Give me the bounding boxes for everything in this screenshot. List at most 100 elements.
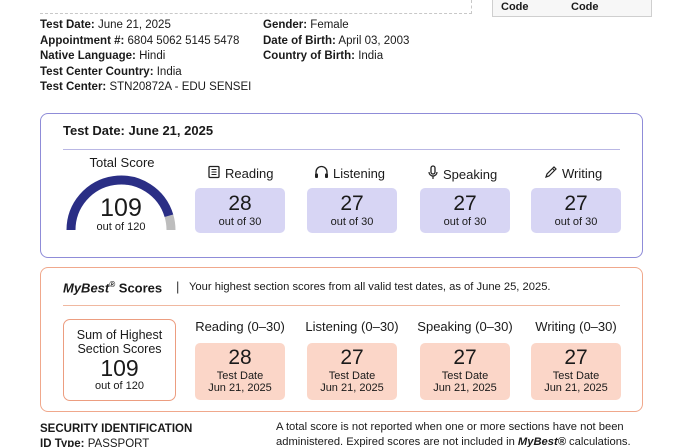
best-score: 27 [340,346,364,369]
headphones-icon [314,165,329,182]
best-head-speaking: Speaking (0–30) [417,319,513,334]
mybest-brand: MyBest [63,280,110,296]
score-box-speaking: 27 out of 30 [420,188,510,233]
info-value: June 21, 2025 [97,19,171,31]
divider [63,305,620,306]
section-label: Writing [562,166,603,181]
section-head-speaking: Speaking [427,165,497,183]
test-date-label: Test Date [441,370,489,382]
score-out-of: out of 30 [330,216,374,228]
info-row-appointment: Appointment #: 6804 5062 5145 5478 [40,34,251,50]
best-box-listening: 27 Test Date Jun 21, 2025 [307,343,397,400]
best-box-reading: 28 Test Date Jun 21, 2025 [195,343,285,400]
info-value: Hindi [139,50,166,63]
best-head-listening: Listening (0–30) [305,319,399,334]
total-score-label: Total Score [89,155,155,170]
mybest-title-rest: Scores [115,280,163,296]
best-head-writing: Writing (0–30) [535,319,617,334]
info-label: Test Center: [40,81,107,94]
info-row-test-center: Test Center: STN20872A - EDU SENSEI [40,80,251,96]
book-icon [207,165,221,182]
info-row-date-of-birth: Date of Birth: April 03, 2003 [263,34,409,50]
info-label: Country of Birth: [263,50,355,63]
title-separator: | [176,279,180,294]
sum-total-value: 109 [100,355,139,381]
best-box-speaking: 27 Test Date Jun 21, 2025 [420,343,510,400]
info-label: Test Center Country: [40,65,154,78]
divider [63,149,620,150]
sum-label-line-2: Section Scores [77,342,162,356]
test-date-value: Jun 21, 2025 [433,382,497,394]
footnote-brand: MyBest® [517,436,566,447]
footnote-text-2: calculations. [565,436,631,447]
score-box-writing: 27 out of 30 [531,188,621,233]
test-date-label: Test Date [552,370,600,382]
code-label-left: Code [501,1,529,13]
info-row-test-date: Test Date: June 21, 2025 [40,18,251,34]
gauge-fill [66,175,174,231]
test-date-label: Test Date [328,370,376,382]
score-out-of: out of 30 [554,216,598,228]
test-scores-panel: Test Date: June 21, 2025 Total Score 109… [40,113,643,258]
section-head-writing: Writing [544,165,602,182]
registered-mark: ® [109,280,116,289]
code-header: Code Code [492,0,652,17]
mybest-panel: MyBest® Scores | Your highest section sc… [40,267,643,412]
score-value: 27 [340,192,364,215]
section-label: Speaking [443,166,498,182]
info-row-test-center-country: Test Center Country: India [40,65,251,81]
total-score-gauge [66,175,176,231]
info-value: 6804 5062 5145 5478 [127,34,240,47]
test-date-label: Test Date [216,370,264,382]
section-head-listening: Listening [314,165,385,182]
test-date-value: Jun 21, 2025 [544,382,608,394]
best-score: 27 [453,346,477,369]
security-heading: SECURITY IDENTIFICATION [40,423,193,435]
code-label-right: Code [571,1,599,13]
info-label: Native Language: [40,50,136,63]
id-type-value: PASSPORT [87,438,150,447]
candidate-info-left: Test Date: June 21, 2025 Appointment #: … [40,18,251,96]
score-box-reading: 28 out of 30 [195,188,285,233]
info-label: Test Date: [40,19,95,31]
best-head-reading: Reading (0–30) [195,319,285,334]
score-out-of: out of 30 [218,216,262,228]
footnote-text-1: A total score is not reported when one o… [276,421,624,447]
section-head-reading: Reading [207,165,273,182]
sum-highest-box: Sum of Highest Section Scores 109 out of… [63,319,176,401]
score-out-of: out of 30 [443,216,487,228]
microphone-icon [427,165,439,183]
total-score-value: 109 [100,194,142,222]
info-label: Gender: [263,19,308,31]
id-type-label: ID Type: [40,438,85,447]
mybest-title: MyBest® Scores [63,280,162,295]
info-value: April 03, 2003 [338,34,410,47]
mybest-description: Your highest section scores from all val… [189,281,551,293]
best-box-writing: 27 Test Date Jun 21, 2025 [531,343,621,400]
best-score: 27 [564,346,588,369]
score-value: 27 [453,192,477,215]
info-value: India [358,50,384,63]
security-identification: SECURITY IDENTIFICATION ID Type: PASSPOR… [40,422,192,447]
candidate-info-right: Gender: Female Date of Birth: April 03, … [263,18,409,65]
test-scores-title: Test Date: June 21, 2025 [63,123,214,138]
info-label: Date of Birth: [263,34,336,47]
id-type-row: ID Type: PASSPORT [40,437,192,447]
info-row-gender: Gender: Female [263,18,409,34]
info-value: India [156,65,182,78]
gauge-track [164,214,176,231]
section-label: Reading [225,166,274,181]
footnote: A total score is not reported when one o… [276,420,656,447]
score-value: 28 [228,192,252,215]
total-score-out-of: out of 120 [96,221,146,233]
info-value: Female [310,19,349,31]
info-label: Appointment #: [40,34,125,47]
info-value: STN20872A - EDU SENSEI [109,81,252,94]
sum-label-line-1: Sum of Highest [76,328,163,342]
score-box-listening: 27 out of 30 [307,188,397,233]
test-date-value: Jun 21, 2025 [208,382,272,394]
pencil-icon [544,165,558,182]
info-row-country-of-birth: Country of Birth: India [263,49,409,65]
sum-out-of: out of 120 [95,380,144,392]
top-divider [40,0,472,14]
